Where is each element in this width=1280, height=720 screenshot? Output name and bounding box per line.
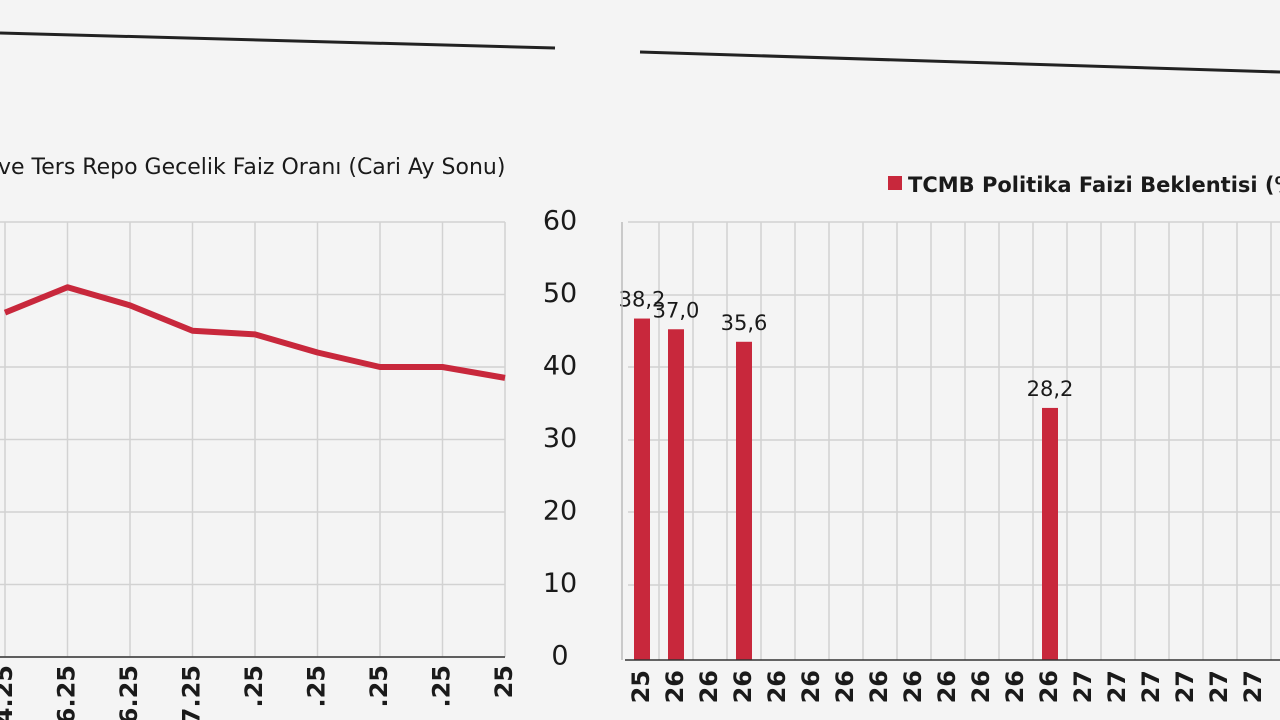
y-tick-label: 50 <box>543 278 577 309</box>
x-tick-label: 7.25 <box>178 665 206 720</box>
y-tick-label: 10 <box>543 568 577 599</box>
x-tick-label: 27 <box>1171 670 1199 703</box>
x-tick-label: 26 <box>763 670 791 703</box>
x-tick-label: 27 <box>1069 670 1097 703</box>
y-tick-label: 40 <box>543 351 577 382</box>
legend-swatch <box>888 176 902 190</box>
x-tick-label: 26 <box>899 670 927 703</box>
x-tick-label: 6.25 <box>53 665 81 720</box>
bar <box>736 341 752 660</box>
x-tick-label: 26 <box>661 670 689 703</box>
x-tick-label: 26 <box>865 670 893 703</box>
value-label: 35,6 <box>721 311 768 335</box>
x-tick-label: 25 <box>490 665 518 698</box>
x-tick-label: 26 <box>1001 670 1029 703</box>
bar <box>634 318 650 660</box>
x-tick-label: 25 <box>627 670 655 703</box>
x-tick-label: 26 <box>729 670 757 703</box>
x-tick-label: 26 <box>695 670 723 703</box>
rule <box>0 31 556 50</box>
y-tick-label: 0 <box>551 641 568 672</box>
y-tick-label: 30 <box>543 423 577 454</box>
x-tick-label: 26 <box>797 670 825 703</box>
x-tick-label: 27 <box>1205 670 1233 703</box>
x-tick-label: 27 <box>1137 670 1165 703</box>
x-tick-label: 26 <box>933 670 961 703</box>
rule <box>639 50 1280 74</box>
bar <box>1042 407 1058 660</box>
x-tick-label: 6.25 <box>115 665 143 720</box>
x-tick-label: .25 <box>303 665 331 708</box>
value-label: 37,0 <box>653 298 700 322</box>
x-tick-label: .25 <box>428 665 456 708</box>
x-tick-label: 4.25 <box>0 665 18 720</box>
x-tick-label: .25 <box>240 665 268 708</box>
bar <box>668 329 684 660</box>
x-tick-label: 27 <box>1239 670 1267 703</box>
chart-title: ve Ters Repo Gecelik Faiz Oranı (Cari Ay… <box>0 155 505 180</box>
x-tick-label: 26 <box>831 670 859 703</box>
x-tick-label: 27 <box>1103 670 1131 703</box>
y-tick-label: 20 <box>543 496 577 527</box>
x-tick-label: .25 <box>365 665 393 708</box>
x-tick-label: 26 <box>967 670 995 703</box>
legend-label: TCMB Politika Faizi Beklentisi (% <box>908 173 1280 197</box>
value-label: 28,2 <box>1027 377 1074 401</box>
value-label: 38,2 <box>619 288 666 312</box>
y-tick-label: 60 <box>543 206 577 237</box>
x-tick-label: 26 <box>1035 670 1063 703</box>
line-series <box>3 284 506 381</box>
